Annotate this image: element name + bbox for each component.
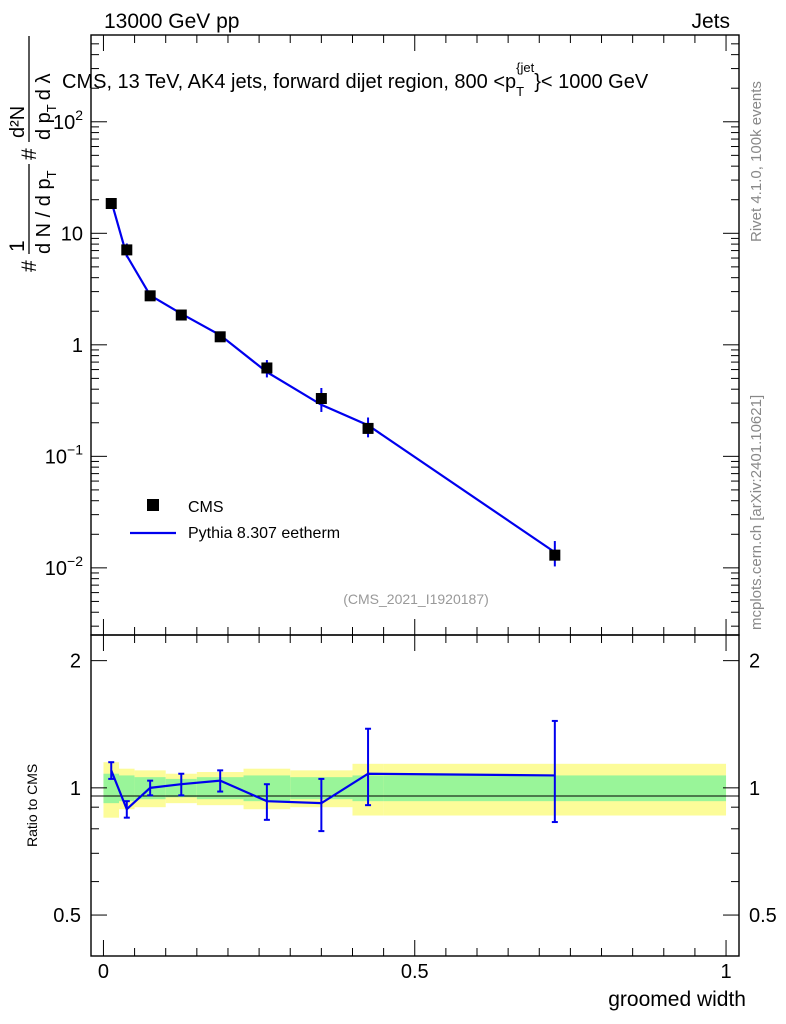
main-y-tick-label: 10 (61, 223, 83, 245)
ylabel-d2n: d²N (7, 106, 29, 138)
tick-base: 10 (61, 223, 83, 245)
ratio-y-tick-label: 2 (70, 651, 81, 673)
ylabel-dn-sub: T (44, 170, 59, 178)
main-marks (105, 198, 561, 567)
ylabel-dn: d N / d p (33, 178, 55, 254)
data-point (144, 290, 156, 302)
main-ticks (91, 34, 739, 956)
mcplots-label: mcplots.cern.ch [arXiv:2401.10621] (748, 395, 765, 630)
ratio-frame (90, 634, 740, 957)
x-tick-label: 0.5 (401, 961, 429, 983)
title-sup: {jet (516, 60, 534, 75)
ratio-y-tick-label-right: 0.5 (749, 905, 777, 927)
ratio-y-label: Ratio to CMS (24, 764, 40, 847)
header-left: 13000 GeV pp (104, 10, 239, 33)
tick-base: 10 (45, 446, 67, 468)
legend-data-label: CMS (188, 499, 224, 516)
analysis-watermark: (CMS_2021_I1920187) (343, 591, 489, 607)
data-point (549, 549, 561, 561)
title-suffix: }< 1000 GeV (534, 71, 649, 93)
tick-exponent: 2 (75, 107, 83, 123)
tick-exponent: −2 (67, 553, 83, 569)
main-y-tick-label: 10−1 (45, 441, 83, 468)
data-point (315, 393, 327, 405)
svg-text:#: # (18, 260, 41, 272)
mc-series-line (110, 200, 556, 554)
svg-text:#: # (18, 148, 41, 160)
ratio-bands (103, 762, 727, 818)
legend: CMS Pythia 8.307 eetherm (130, 499, 340, 542)
ratio-y-tick-label-right: 2 (749, 651, 760, 673)
title-prefix: CMS, 13 TeV, AK4 jets, forward dijet reg… (62, 71, 516, 93)
data-point (175, 309, 187, 321)
tick-base: 10 (53, 112, 75, 134)
tick-base: 1 (72, 335, 83, 357)
data-point (121, 244, 133, 256)
legend-mc-label: Pythia 8.307 eetherm (188, 525, 340, 542)
ylabel-dp-sub: T (44, 104, 59, 112)
ratio-band-inner (119, 775, 135, 802)
data-point (214, 331, 226, 343)
ratio-y-tick-label-right: 1 (749, 778, 760, 800)
svg-text:d N / d pT: d N / d pT (33, 170, 59, 254)
main-y-tick-label: 1 (72, 335, 83, 357)
x-tick-label: 1 (720, 961, 731, 983)
plot-title: CMS, 13 TeV, AK4 jets, forward dijet reg… (62, 60, 649, 99)
data-point (261, 362, 273, 374)
legend-data-marker (147, 499, 159, 511)
main-y-tick-label: 102 (53, 107, 83, 134)
main-y-tick-label: 10−2 (45, 553, 83, 580)
ylabel-one: 1 (6, 240, 29, 252)
svg-text:1: 1 (6, 240, 29, 252)
ylabel-hash2: # (18, 148, 41, 160)
svg-text:d²N: d²N (7, 106, 29, 138)
title-sub: T (516, 84, 524, 99)
ratio-panel: 2 2 1 1 0.5 0.5 Ratio to CMS (24, 634, 777, 957)
ylabel-dlambda: d λ (33, 74, 55, 101)
main-frame (90, 34, 740, 636)
svg-text:d pTd λ: d pTd λ (33, 74, 59, 140)
ratio-marks (108, 719, 558, 833)
ratio-y-tick-labels: 2 2 1 1 0.5 0.5 (53, 651, 777, 927)
x-tick-label: 0 (98, 961, 109, 983)
data-point (105, 198, 117, 210)
ylabel-dp: d p (33, 112, 55, 140)
x-axis-label: groomed width (608, 988, 746, 1011)
header-right: Jets (691, 10, 730, 33)
rivet-label: Rivet 4.1.0, 100k events (748, 81, 765, 242)
y-axis-label: # 1 d N / d pT # d²N d pTd λ (6, 36, 59, 272)
ratio-ticks (91, 660, 739, 916)
x-tick-labels: 0 0.5 1 (98, 961, 732, 983)
tick-exponent: −1 (67, 441, 83, 457)
data-point (362, 422, 374, 434)
ylabel-hash: # (18, 260, 41, 272)
ratio-y-tick-label: 0.5 (53, 905, 81, 927)
tick-base: 10 (45, 558, 67, 580)
ratio-y-tick-label: 1 (70, 778, 81, 800)
